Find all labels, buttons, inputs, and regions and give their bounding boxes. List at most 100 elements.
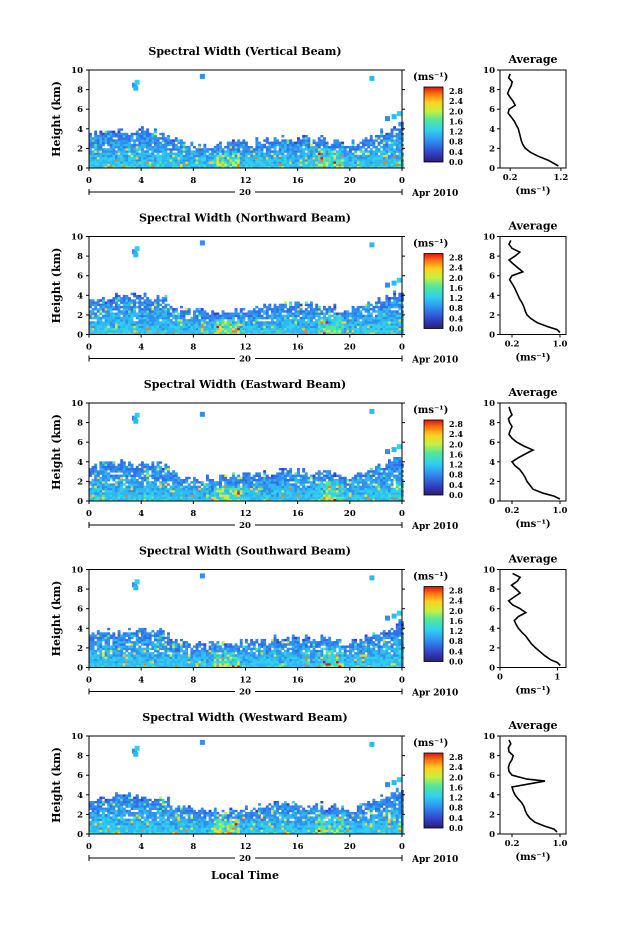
heatmap-cell <box>380 150 383 152</box>
heatmap-cell <box>292 148 295 150</box>
heatmap-cell <box>268 479 271 481</box>
heatmap-cell <box>115 133 118 135</box>
heatmap-cell <box>331 324 334 326</box>
heatmap-cell <box>300 319 303 321</box>
heatmap-cell <box>367 164 370 166</box>
heatmap-cell <box>372 330 375 332</box>
heatmap-cell <box>370 497 373 499</box>
heatmap-cell <box>333 321 336 323</box>
heatmap-cell <box>372 328 375 330</box>
heatmap-cell <box>344 159 347 161</box>
heatmap-cell <box>297 490 300 492</box>
heatmap-cell <box>378 468 381 470</box>
heatmap-cell <box>131 330 134 332</box>
heatmap-cell <box>151 470 154 472</box>
heatmap-cell <box>385 477 388 479</box>
heatmap-cell <box>378 302 381 304</box>
heatmap-cell <box>284 161 287 163</box>
heatmap-cell <box>242 492 245 494</box>
heatmap-cell <box>190 486 193 488</box>
heatmap-cell <box>177 490 180 492</box>
heatmap-cell <box>362 146 365 148</box>
heatmap-cell <box>365 304 368 306</box>
heatmap-cell <box>185 157 188 159</box>
heatmap-cell <box>232 144 235 146</box>
heatmap-cell <box>326 161 329 163</box>
heatmap-cell <box>206 479 209 481</box>
heatmap-cell <box>164 330 167 332</box>
heatmap-cell <box>94 326 97 328</box>
heatmap-cell <box>326 319 329 321</box>
heatmap-cell <box>331 492 334 494</box>
heatmap-cell <box>222 155 225 157</box>
heatmap-cell <box>268 153 271 155</box>
heatmap-cell <box>242 324 245 326</box>
heatmap-cell <box>112 488 115 490</box>
heatmap-cell <box>318 150 321 152</box>
heatmap-cell <box>219 492 222 494</box>
heatmap-cell <box>125 306 128 308</box>
heatmap-cell <box>107 157 110 159</box>
heatmap-cell <box>170 159 173 161</box>
heatmap-cell <box>227 494 230 496</box>
heatmap-cell <box>393 128 396 130</box>
heatmap-cell <box>149 308 152 310</box>
heatmap-cell <box>398 481 401 483</box>
heatmap-cell <box>331 315 334 317</box>
heatmap-cell <box>128 317 131 319</box>
heatmap-cell <box>263 479 266 481</box>
heatmap-cell <box>123 159 126 161</box>
heatmap-cell <box>141 326 144 328</box>
heatmap-cell <box>367 319 370 321</box>
heatmap-cell <box>339 328 342 330</box>
heatmap-cell <box>292 315 295 317</box>
heatmap-cell <box>396 161 399 163</box>
heatmap-cell <box>367 470 370 472</box>
heatmap-cell <box>159 477 162 479</box>
heatmap-cell <box>318 308 321 310</box>
heatmap-cell <box>92 494 95 496</box>
heatmap-cell <box>227 497 230 499</box>
heatmap-cell <box>120 302 123 304</box>
heatmap-cell <box>391 494 394 496</box>
heatmap-cell <box>144 139 147 141</box>
heatmap-cell <box>180 310 183 312</box>
heatmap-cell <box>151 304 154 306</box>
heatmap-cell <box>141 488 144 490</box>
heatmap-cell <box>370 161 373 163</box>
heatmap-cell <box>229 490 232 492</box>
heatmap-cell <box>115 470 118 472</box>
heatmap-cell <box>268 161 271 163</box>
heatmap-cell <box>105 308 108 310</box>
heatmap-cell <box>339 161 342 163</box>
heatmap-cell <box>154 306 157 308</box>
heatmap-cell <box>196 319 199 321</box>
heatmap-cell <box>201 315 204 317</box>
heatmap-cell <box>97 153 100 155</box>
heatmap-cell <box>261 483 264 485</box>
heatmap-cell <box>136 155 139 157</box>
heatmap-cell <box>383 328 386 330</box>
y-tick-label: 0 <box>77 164 83 174</box>
heatmap-cell <box>162 137 165 139</box>
heatmap-cell <box>157 475 160 477</box>
heatmap-cell <box>131 157 134 159</box>
heatmap-cell <box>105 313 108 315</box>
heatmap-cell <box>372 308 375 310</box>
heatmap-cell <box>112 308 115 310</box>
heatmap-cell <box>341 326 344 328</box>
heatmap-cell <box>370 313 373 315</box>
heatmap-cell <box>274 488 277 490</box>
heatmap-cell <box>375 470 378 472</box>
heatmap-cell <box>341 148 344 150</box>
heatmap-cell <box>365 490 368 492</box>
heatmap-cell <box>287 486 290 488</box>
heatmap-cell <box>183 315 186 317</box>
heatmap-cell <box>164 144 167 146</box>
heatmap-cell <box>201 328 204 330</box>
heatmap-cell <box>274 490 277 492</box>
heatmap-cell <box>263 492 266 494</box>
heatmap-cell <box>107 313 110 315</box>
heatmap-cell <box>185 146 188 148</box>
heatmap-cell <box>248 313 251 315</box>
